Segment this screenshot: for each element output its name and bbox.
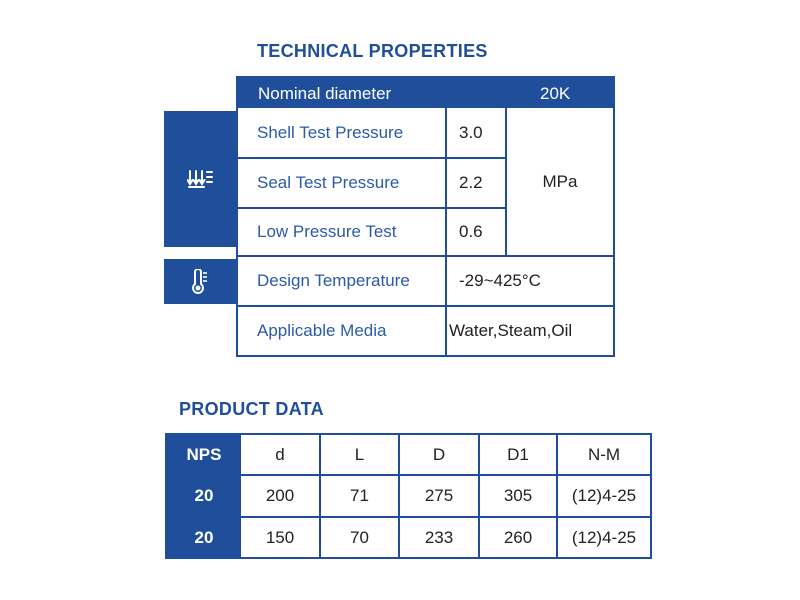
row2-d: 150 xyxy=(265,527,295,547)
product-data-table: NPS d L D D1 N-M 20 200 71 275 305 (12)4… xyxy=(165,433,652,559)
row2-l: 70 xyxy=(350,527,369,547)
row1-d1: 305 xyxy=(503,486,533,505)
row2-nps: 20 xyxy=(194,527,214,547)
seal-test-pressure-value: 2.2 xyxy=(459,173,483,192)
applicable-media-value: Water,Steam,Oil xyxy=(449,321,573,340)
low-pressure-test-value: 0.6 xyxy=(459,222,483,241)
pressure-icon-box xyxy=(164,111,236,247)
column-header-n-m: N-M xyxy=(587,444,621,464)
row1-l: 71 xyxy=(350,486,369,505)
pressure-unit: MPa xyxy=(542,171,578,191)
column-header-nps: NPS xyxy=(186,444,222,464)
low-pressure-test-label: Low Pressure Test xyxy=(257,222,397,241)
nominal-diameter-header: Nominal diameter 20K xyxy=(238,78,613,108)
row2-d1: 260 xyxy=(503,527,533,547)
shell-test-pressure-value: 3.0 xyxy=(459,122,483,142)
pressure-arrows-icon xyxy=(187,170,213,188)
row1-D: 275 xyxy=(424,486,454,505)
row2-n-m: (12)4-25 xyxy=(571,527,637,547)
column-header-d1: D1 xyxy=(507,444,529,464)
column-header-d: d xyxy=(275,444,285,464)
row2-D: 233 xyxy=(424,527,454,547)
nominal-diameter-value: 20K xyxy=(540,84,571,103)
seal-test-pressure-label: Seal Test Pressure xyxy=(257,173,400,192)
temperature-icon-box xyxy=(164,259,236,304)
product-data-heading: PRODUCT DATA xyxy=(179,399,324,419)
thermometer-icon xyxy=(192,268,207,294)
row1-n-m: (12)4-25 xyxy=(571,486,637,505)
row1-d: 200 xyxy=(265,486,295,505)
design-temperature-label: Design Temperature xyxy=(257,271,410,290)
column-header-l: L xyxy=(354,444,365,464)
column-header-D: D xyxy=(432,444,446,464)
shell-test-pressure-label: Shell Test Pressure xyxy=(257,122,404,142)
row1-nps: 20 xyxy=(194,486,214,505)
technical-properties-heading: TECHNICAL PROPERTIES xyxy=(257,41,488,61)
applicable-media-label: Applicable Media xyxy=(257,321,387,340)
technical-properties-table: Nominal diameter 20K Shell Test Pressure… xyxy=(236,76,615,357)
nominal-diameter-label: Nominal diameter xyxy=(258,84,392,103)
design-temperature-value: -29~425°C xyxy=(459,271,541,290)
